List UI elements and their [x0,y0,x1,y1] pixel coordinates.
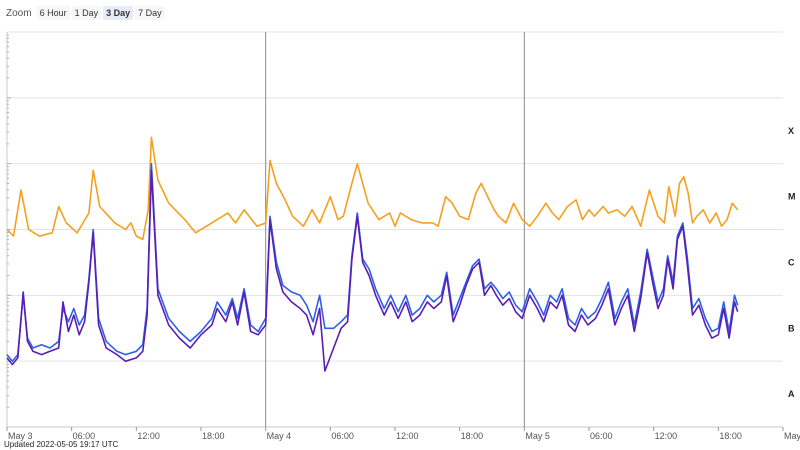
x-tick-label: 18:00 [719,431,742,441]
x-tick-label: 12:00 [137,431,160,441]
zoom-6-hour-button[interactable]: 6 Hour [36,6,70,20]
flare-class-label: B [788,323,795,333]
updated-timestamp: Updated 2022-05-05 19:17 UTC [4,440,119,449]
x-tick-label: May 3 [8,431,33,441]
series-line-0 [6,136,739,241]
series-line-2 [6,169,739,372]
zoom-label: Zoom [6,7,32,19]
flare-class-label: A [788,389,795,399]
x-tick-label: 12:00 [396,431,419,441]
x-tick-label: May 4 [267,431,292,441]
x-tick-label: 18:00 [202,431,225,441]
x-tick-label: 18:00 [461,431,484,441]
zoom-1-day-button[interactable]: 1 Day [71,6,102,20]
flare-class-label: X [788,126,794,136]
x-tick-label: May 6 [784,431,800,441]
zoom-3-day-button[interactable]: 3 Day [103,6,134,20]
x-tick-label: 12:00 [655,431,678,441]
x-tick-label: 06:00 [590,431,613,441]
x-tick-label: 06:00 [331,431,354,441]
flare-class-label: C [788,257,795,267]
series-line-1 [6,162,739,362]
flare-class-label: M [788,192,796,202]
x-tick-label: 06:00 [73,431,96,441]
x-tick-label: May 5 [525,431,550,441]
zoom-toolbar: Zoom 6 Hour 1 Day 3 Day 7 Day [6,4,165,22]
zoom-7-day-button[interactable]: 7 Day [135,6,165,20]
